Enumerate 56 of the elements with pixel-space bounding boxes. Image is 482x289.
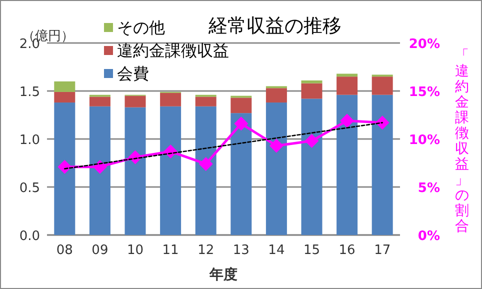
bar [54,92,76,103]
bar [336,74,358,77]
bar [336,94,358,235]
x-tick-label: 11 [162,243,179,258]
bar [230,113,252,235]
x-tick-label: 10 [126,243,144,258]
bar [301,98,322,235]
bar [160,92,182,106]
y2-tick-label: 15% [408,85,440,100]
bar [124,96,146,108]
bar [230,98,252,114]
y2-tick-label: 5% [418,181,440,196]
y2-tick-label: 10% [408,133,440,148]
legend-label: 会費 [117,64,149,83]
bar [195,96,216,106]
point [269,138,284,153]
point [340,114,354,128]
x-tick-label: 13 [232,243,250,258]
bar [89,106,110,235]
bar [301,83,322,99]
legend-label: 違約金課徴収益 [117,41,229,60]
x-tick-label: 16 [338,243,356,258]
x-tick-label: 12 [198,243,214,258]
legend-label: その他 [117,18,165,37]
point [198,156,213,171]
bar [336,76,358,95]
y-tick-label: 0.5 [19,181,40,196]
chart-title: 経常収益の推移 [208,15,342,37]
bar [195,106,216,235]
bar [54,102,76,235]
x-axis-title: 年度 [208,266,238,283]
x-tick-label: 09 [92,243,108,258]
text: 「違約金課徴収益」の割合 [455,48,469,234]
bar [89,96,110,106]
bar [160,106,182,235]
x-tick-label: 14 [268,243,285,258]
y2-tick-label: 0% [418,229,440,244]
point [58,160,72,174]
bar [124,107,146,235]
y2-tick-label: 20% [408,37,440,52]
y-tick-label: 1.5 [19,85,40,100]
point [234,116,248,131]
bar [54,81,76,92]
y-tick-label: 1.0 [19,133,40,148]
y-tick-label: 0.0 [19,229,40,244]
bar [266,102,287,235]
bar [301,80,322,84]
x-tick-label: 17 [374,243,391,258]
bar [372,94,393,235]
point [92,160,107,174]
x-tick-label: 08 [56,243,73,258]
point [375,116,390,130]
bar [266,88,287,103]
point [304,134,319,148]
bar [372,76,393,95]
x-tick-label: 15 [303,243,320,258]
